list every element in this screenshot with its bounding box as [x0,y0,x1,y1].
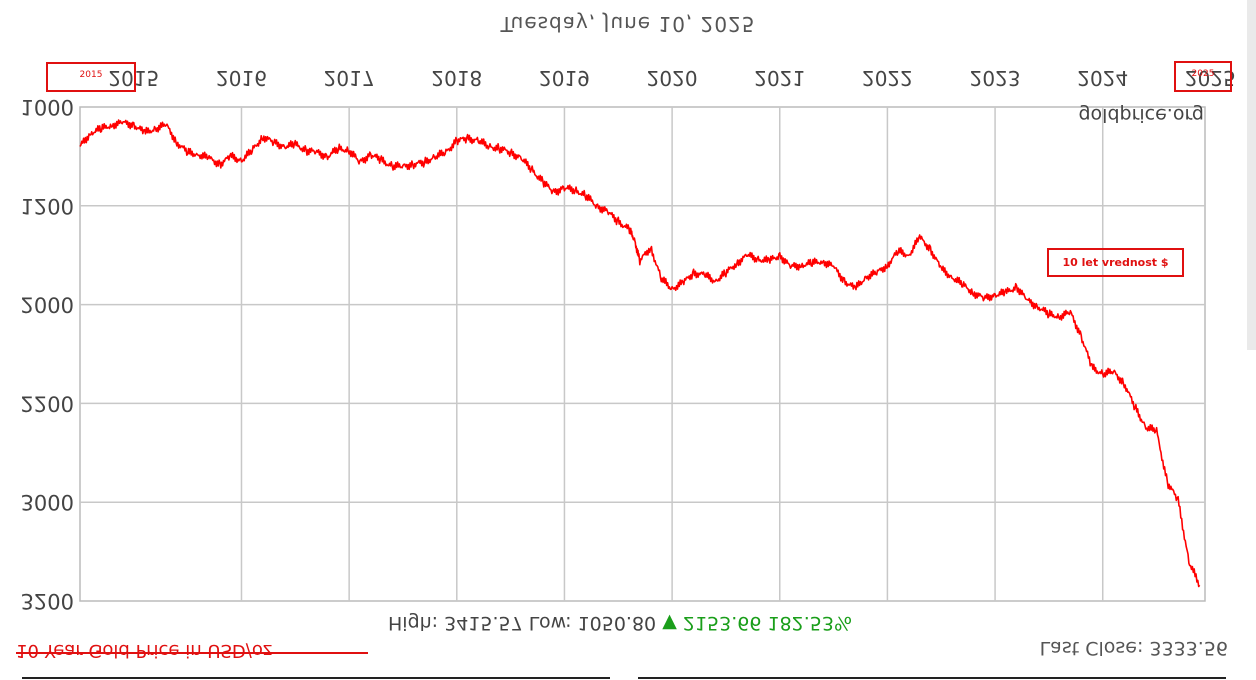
y-axis-ticks: 1000 1200 2000 2200 3000 3200 [21,95,74,613]
x-tick-label: 2024 [1077,66,1128,90]
chart-title: Tuesday, June 10, 2025 [500,12,756,36]
high-label: High: [388,612,439,634]
plot-frame [79,106,1206,602]
x-tick-label: 2018 [431,66,482,90]
y-tick-label: 3000 [21,490,74,514]
y-tick-label: 2200 [21,391,74,415]
y-tick-label: 1200 [21,194,74,218]
highlight-box-2025: 2025 [1174,61,1232,92]
x-tick-label: 2021 [754,66,805,90]
grid [79,106,1206,602]
y-tick-label: 1000 [21,95,74,119]
caption-strike-line [16,652,368,654]
gold-price-line [79,119,1201,588]
bottom-rule-right [638,677,1226,679]
change-percent: 182.53% [767,612,853,634]
highlight-box-label-2025: 2025 [1191,69,1215,79]
last-close-value: 3333.56 [1149,637,1228,659]
y-tick-label: 3200 [21,589,74,613]
highlight-box-label-2015: 2015 [79,70,103,80]
right-edge-strip [1247,0,1256,350]
source-label: goldprice.org [1078,104,1204,126]
chart-caption: 10 Year Gold Price in USD/oz [16,640,273,661]
x-tick-label: 2025 [1185,66,1236,90]
last-close: Last Close: 3333.56 [1040,637,1228,659]
series-layer [79,119,1201,588]
x-tick-label: 2023 [970,66,1021,90]
bottom-rule-left [22,677,610,679]
x-tick-label: 2015 [108,66,159,90]
highlight-box-2015: 2015 [46,62,136,92]
high-value: 3415.57 [444,612,523,634]
annotation-box: 10 let vrednost $ [1047,248,1184,277]
stats-line: High: 3415.57 Low: 1050.80 ▼ 2153.66 182… [388,612,852,634]
last-close-label: Last Close: [1039,637,1144,659]
x-tick-label: 2017 [324,66,375,90]
x-tick-label: 2016 [216,66,267,90]
x-axis-ticks: 2015 2016 2017 2018 2019 2020 2021 2022 2023 2024… [108,66,1235,90]
low-label: Low: [528,612,572,634]
change-arrow-icon: ▼ [662,612,677,634]
y-tick-label: 2000 [21,293,74,317]
low-value: 1050.80 [577,612,657,634]
change-value: 2153.66 [682,612,762,634]
x-tick-label: 2022 [862,66,913,90]
x-tick-label: 2020 [647,66,698,90]
x-tick-label: 2019 [539,66,590,90]
